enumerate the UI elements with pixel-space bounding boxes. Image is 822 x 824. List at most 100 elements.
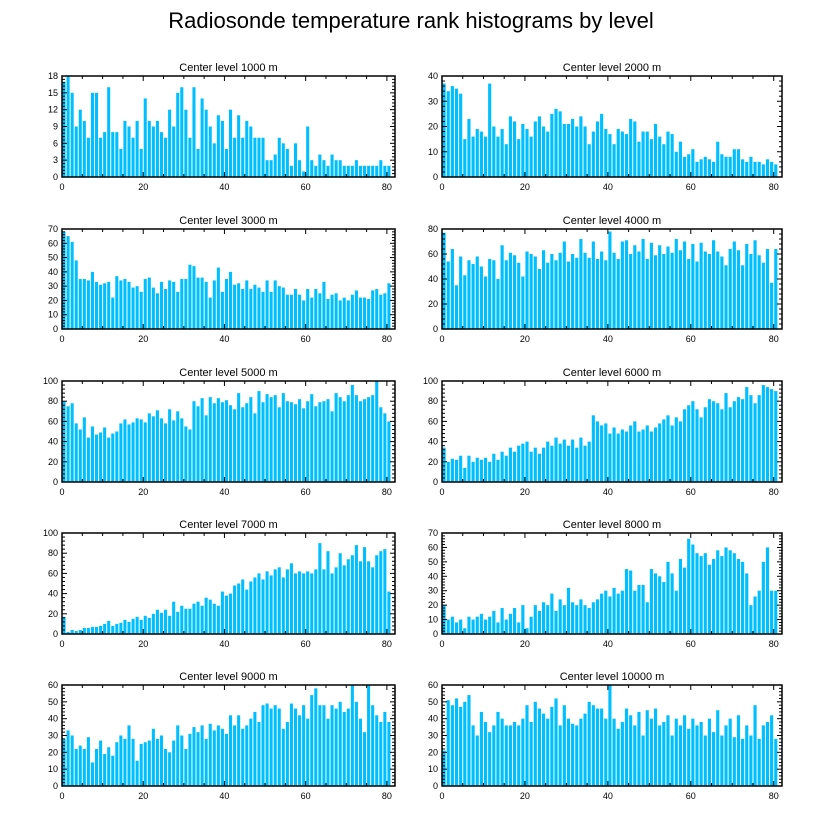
y-tick-label: 0 xyxy=(53,477,58,487)
histogram-bar xyxy=(371,290,375,329)
histogram-bar xyxy=(86,437,90,482)
histogram-bar xyxy=(728,718,732,786)
histogram-bar xyxy=(471,725,475,786)
histogram-bar xyxy=(306,718,310,786)
histogram-bar xyxy=(111,297,115,329)
y-tick-label: 80 xyxy=(428,224,438,234)
histogram-bar xyxy=(508,447,512,482)
y-tick-label: 20 xyxy=(48,609,58,619)
histogram-bar xyxy=(459,619,463,634)
histogram-bar xyxy=(358,561,363,634)
y-tick-label: 100 xyxy=(43,376,58,386)
histogram-bar xyxy=(135,760,139,786)
histogram-bar xyxy=(330,573,334,634)
histogram-bar xyxy=(662,144,666,177)
histogram-bar xyxy=(682,241,687,329)
histogram-bar xyxy=(204,738,208,786)
histogram-bar xyxy=(662,722,666,786)
histogram-bar xyxy=(616,593,620,634)
histogram-bar xyxy=(674,239,678,329)
histogram-bar xyxy=(641,584,645,634)
histogram-bar xyxy=(571,254,575,329)
histogram-bar xyxy=(245,120,249,177)
histogram-bar xyxy=(575,447,579,482)
histogram-bar xyxy=(115,431,119,482)
y-tick-label: 60 xyxy=(48,238,58,248)
histogram-bar xyxy=(587,701,591,786)
histogram-bar xyxy=(658,136,662,177)
x-tick-label: 80 xyxy=(382,487,392,497)
histogram-bar xyxy=(298,399,302,482)
y-tick-label: 0 xyxy=(53,324,58,334)
histogram-bar xyxy=(241,728,245,786)
histogram-bar xyxy=(265,394,269,482)
histogram-bar xyxy=(446,261,450,329)
histogram-bar xyxy=(155,293,159,329)
histogram-bar xyxy=(168,109,172,177)
histogram-bar xyxy=(354,395,358,482)
histogram-bar xyxy=(330,294,334,329)
histogram-bar xyxy=(687,538,691,634)
histogram-bar xyxy=(732,553,736,634)
histogram-bar xyxy=(562,605,566,634)
histogram-bar xyxy=(600,593,604,634)
histogram-bar xyxy=(82,120,86,177)
histogram-bar xyxy=(241,137,245,177)
histogram-bar xyxy=(196,601,200,634)
histogram-bar xyxy=(728,156,732,177)
x-tick-label: 20 xyxy=(138,791,148,801)
y-tick-label: 12 xyxy=(48,105,58,115)
histogram-bar xyxy=(612,144,616,177)
histogram-bar xyxy=(123,279,127,329)
histogram-bar xyxy=(550,113,554,178)
histogram-bar xyxy=(86,137,90,177)
histogram-bar xyxy=(99,137,103,177)
y-tick-label: 9 xyxy=(53,122,58,132)
histogram-bar xyxy=(135,616,139,634)
histogram-bar xyxy=(180,279,184,329)
histogram-bar xyxy=(273,280,277,329)
y-tick-label: 50 xyxy=(48,697,58,707)
histogram-bar xyxy=(338,397,342,482)
histogram-bar xyxy=(350,555,354,634)
histogram-bar xyxy=(517,622,521,634)
histogram-bar xyxy=(674,417,678,482)
histogram-bar xyxy=(446,91,450,177)
histogram-bar xyxy=(770,282,774,329)
histogram-bar xyxy=(224,733,228,786)
histogram-bar xyxy=(103,427,107,482)
histogram-bar xyxy=(587,608,591,634)
histogram-bar xyxy=(500,451,504,482)
histogram-bar xyxy=(204,597,208,634)
histogram-bar xyxy=(237,583,241,634)
histogram-bar xyxy=(107,620,111,634)
histogram-bar xyxy=(770,161,774,177)
histogram-bar xyxy=(587,257,591,329)
y-tick-label: 60 xyxy=(48,680,58,690)
plot-frame xyxy=(441,532,783,635)
histogram-bar xyxy=(322,705,326,786)
histogram-bar xyxy=(371,705,375,786)
histogram-bar xyxy=(566,445,571,482)
histogram-bar xyxy=(111,755,115,786)
histogram-bar xyxy=(310,573,314,634)
x-tick-label: 60 xyxy=(301,791,311,801)
histogram-bar xyxy=(525,251,529,329)
histogram-bar xyxy=(446,700,450,786)
histogram-bar xyxy=(131,738,135,786)
histogram-bar xyxy=(143,422,147,482)
histogram-bar xyxy=(583,713,587,786)
histogram-bar xyxy=(135,418,139,482)
histogram-bar xyxy=(281,287,285,329)
histogram-bar xyxy=(454,698,459,786)
histogram-bar xyxy=(143,742,147,786)
panel-title: Center level 1000 m xyxy=(179,62,277,74)
histogram-bar xyxy=(475,129,479,177)
histogram-bar xyxy=(736,149,741,177)
x-tick-label: 0 xyxy=(439,791,444,801)
histogram-bar xyxy=(383,165,387,177)
histogram-bar xyxy=(604,718,608,786)
histogram-bar xyxy=(208,126,212,177)
histogram-bar xyxy=(208,723,212,786)
histogram-bar xyxy=(285,401,289,482)
